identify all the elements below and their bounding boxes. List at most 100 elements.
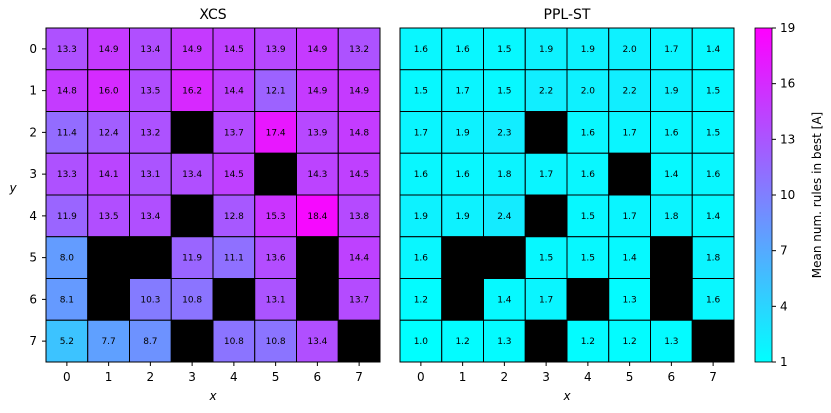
heatmap-cell-blocked <box>170 111 214 154</box>
cell-value-label: 16.2 <box>182 87 202 97</box>
x-tick-label: 6 <box>314 370 322 384</box>
cell-value-label: 13.4 <box>182 170 202 180</box>
heatmap-cell <box>170 278 214 321</box>
x-axis: 0 1 2 3 4 5 6 7 <box>417 362 717 384</box>
cell-value-label: 13.9 <box>307 128 327 138</box>
cell-value-label: 13.2 <box>140 128 160 138</box>
cell-value-label: 15.3 <box>266 212 286 222</box>
colorbar-tick-label: 10 <box>780 188 795 202</box>
cell-value-label: 14.5 <box>349 170 369 180</box>
heatmap-cell-blocked <box>296 236 339 279</box>
y-tick-label: 2 <box>29 125 37 139</box>
cell-value-label: 1.2 <box>622 337 636 347</box>
heatmap-cell-blocked <box>441 236 484 279</box>
heatmap-cell <box>87 111 130 154</box>
cell-value-label: 1.6 <box>581 170 596 180</box>
cell-value-label: 1.5 <box>539 254 553 264</box>
heatmap-cell <box>170 69 214 112</box>
heatmap-cell <box>399 69 443 112</box>
cell-value-label: 1.3 <box>664 337 678 347</box>
x-axis-label: x <box>562 389 571 403</box>
heatmap-cell <box>650 319 693 363</box>
colorbar-tick-label: 1 <box>780 355 788 369</box>
heatmap-cells: 1.6 1.6 1.5 1.9 1.9 2.0 1.7 1.4 1.5 1.7 1.5 2.2 2.0 2… <box>399 27 735 363</box>
heatmap-cell <box>691 69 735 112</box>
heatmap-cell <box>212 152 256 196</box>
colorbar: 1 4 7 10 13 16 19 Mean num. rules in best [A] <box>754 21 824 369</box>
y-tick-label: 4 <box>29 209 37 223</box>
y-tick-label: 5 <box>29 251 37 265</box>
cell-value-label: 1.6 <box>455 170 470 180</box>
cell-value-label: 5.2 <box>60 337 74 347</box>
heatmap-cell-blocked <box>691 319 735 363</box>
cell-value-label: 1.9 <box>539 45 554 55</box>
heatmap-cell-blocked <box>650 278 693 321</box>
cell-value-label: 11.9 <box>182 254 202 264</box>
cell-value-label: 13.5 <box>99 212 119 222</box>
y-tick-label: 7 <box>29 334 37 348</box>
y-axis-label: y <box>8 181 17 195</box>
x-tick-label: 5 <box>626 370 634 384</box>
heatmap-cell-blocked <box>524 111 568 154</box>
cell-value-label: 13.8 <box>349 212 369 222</box>
colorbar-tick-label: 19 <box>780 21 795 35</box>
heatmap-cell <box>212 319 256 363</box>
cell-value-label: 1.5 <box>581 254 595 264</box>
heatmap-cell <box>608 278 651 321</box>
heatmap-cell <box>296 194 339 238</box>
heatmap-cell <box>566 111 610 154</box>
y-tick-label: 6 <box>29 292 37 306</box>
heatmap-cell <box>608 111 651 154</box>
heatmap-cell <box>524 69 568 112</box>
heatmap-cell <box>566 319 610 363</box>
cell-value-label: 1.2 <box>455 337 469 347</box>
cell-value-label: 14.8 <box>349 128 369 138</box>
heatmap-cell <box>87 69 130 112</box>
cell-value-label: 14.9 <box>99 45 119 55</box>
heatmap-cell <box>296 152 339 196</box>
heatmap-cell <box>87 319 130 363</box>
x-tick-label: 3 <box>188 370 196 384</box>
heatmap-cell <box>441 194 484 238</box>
cell-value-label: 1.7 <box>622 128 636 138</box>
x-tick-label: 4 <box>230 370 238 384</box>
cell-value-label: 8.0 <box>60 254 75 264</box>
heatmap-cell <box>441 27 484 71</box>
cell-value-label: 14.5 <box>224 45 244 55</box>
cell-value-label: 10.3 <box>140 295 160 305</box>
heatmap-cell <box>87 27 130 71</box>
heatmap-cell-blocked <box>212 278 256 321</box>
cell-value-label: 13.2 <box>349 45 369 55</box>
cell-value-label: 13.4 <box>307 337 327 347</box>
colorbar-tick-label: 13 <box>780 132 795 146</box>
heatmap-cell-blocked <box>254 152 297 196</box>
cell-value-label: 14.9 <box>182 45 202 55</box>
cell-value-label: 1.9 <box>664 87 679 97</box>
cell-value-label: 1.8 <box>497 170 512 180</box>
heatmap-cell <box>566 69 610 112</box>
colorbar-gradient <box>754 27 773 363</box>
x-tick-label: 4 <box>584 370 592 384</box>
heatmap-frame <box>45 27 381 363</box>
heatmap-cell <box>524 152 568 196</box>
cell-value-label: 13.6 <box>266 254 286 264</box>
cell-value-label: 1.8 <box>706 254 721 264</box>
cell-value-label: 1.6 <box>664 128 679 138</box>
cell-value-label: 14.5 <box>224 170 244 180</box>
heatmap-cell <box>566 194 610 238</box>
cell-value-label: 1.6 <box>414 45 429 55</box>
heatmap-cell-blocked <box>87 236 130 279</box>
cell-value-label: 13.4 <box>140 45 160 55</box>
x-tick-label: 3 <box>542 370 550 384</box>
cell-value-label: 13.3 <box>57 170 77 180</box>
heatmap-cell <box>337 27 381 71</box>
heatmap-cell-blocked <box>170 319 214 363</box>
x-tick-label: 2 <box>501 370 509 384</box>
cell-value-label: 2.2 <box>539 87 553 97</box>
cell-value-label: 1.8 <box>664 212 679 222</box>
cell-value-label: 1.9 <box>455 128 470 138</box>
cell-value-label: 14.9 <box>307 87 327 97</box>
cell-value-label: 1.5 <box>497 87 511 97</box>
cell-value-label: 2.0 <box>581 87 596 97</box>
